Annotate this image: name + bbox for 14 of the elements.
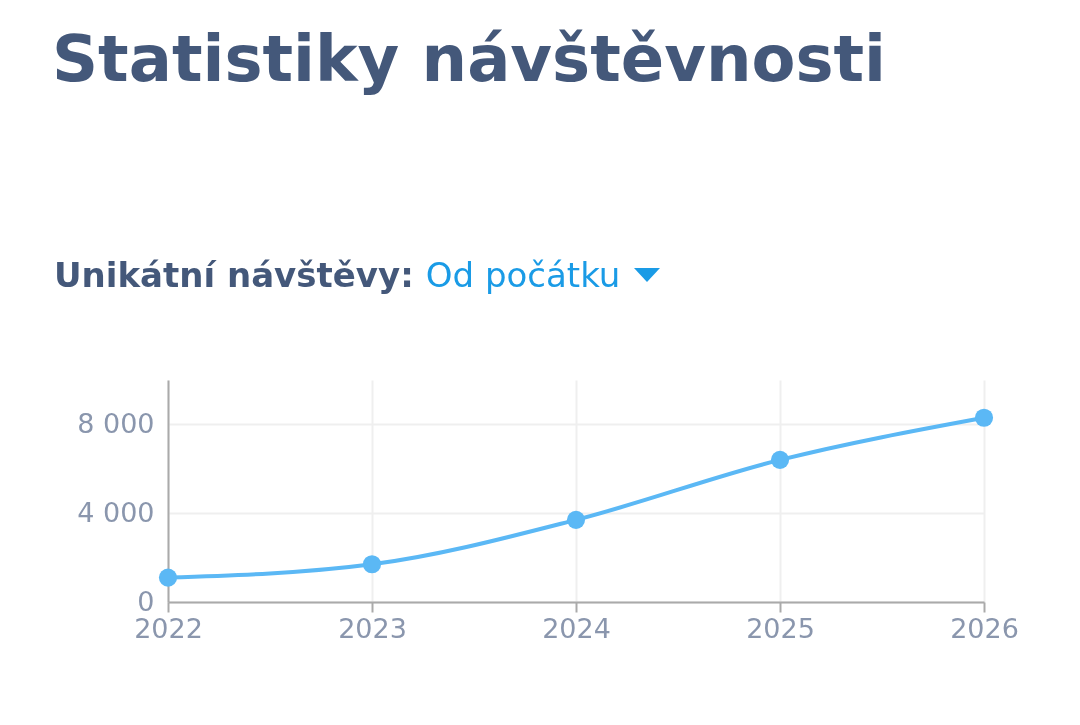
point [158, 568, 178, 587]
y-tick-label: 4 000 [77, 496, 155, 528]
point [566, 510, 586, 529]
text: Od počátku [425, 255, 621, 295]
x-tick-label: 2026 [950, 612, 1019, 644]
y-tick-label: 8 000 [77, 407, 155, 439]
chart-subtitle: Unikátní návštěvy: [54, 255, 414, 295]
point [362, 555, 382, 574]
point [974, 408, 994, 427]
point [770, 450, 790, 469]
x-tick-label: 2024 [542, 612, 611, 644]
x-tick-label: 2023 [338, 612, 407, 644]
chart-title: Statistiky návštěvnosti [52, 22, 887, 96]
x-tick-label: 2025 [746, 612, 815, 644]
